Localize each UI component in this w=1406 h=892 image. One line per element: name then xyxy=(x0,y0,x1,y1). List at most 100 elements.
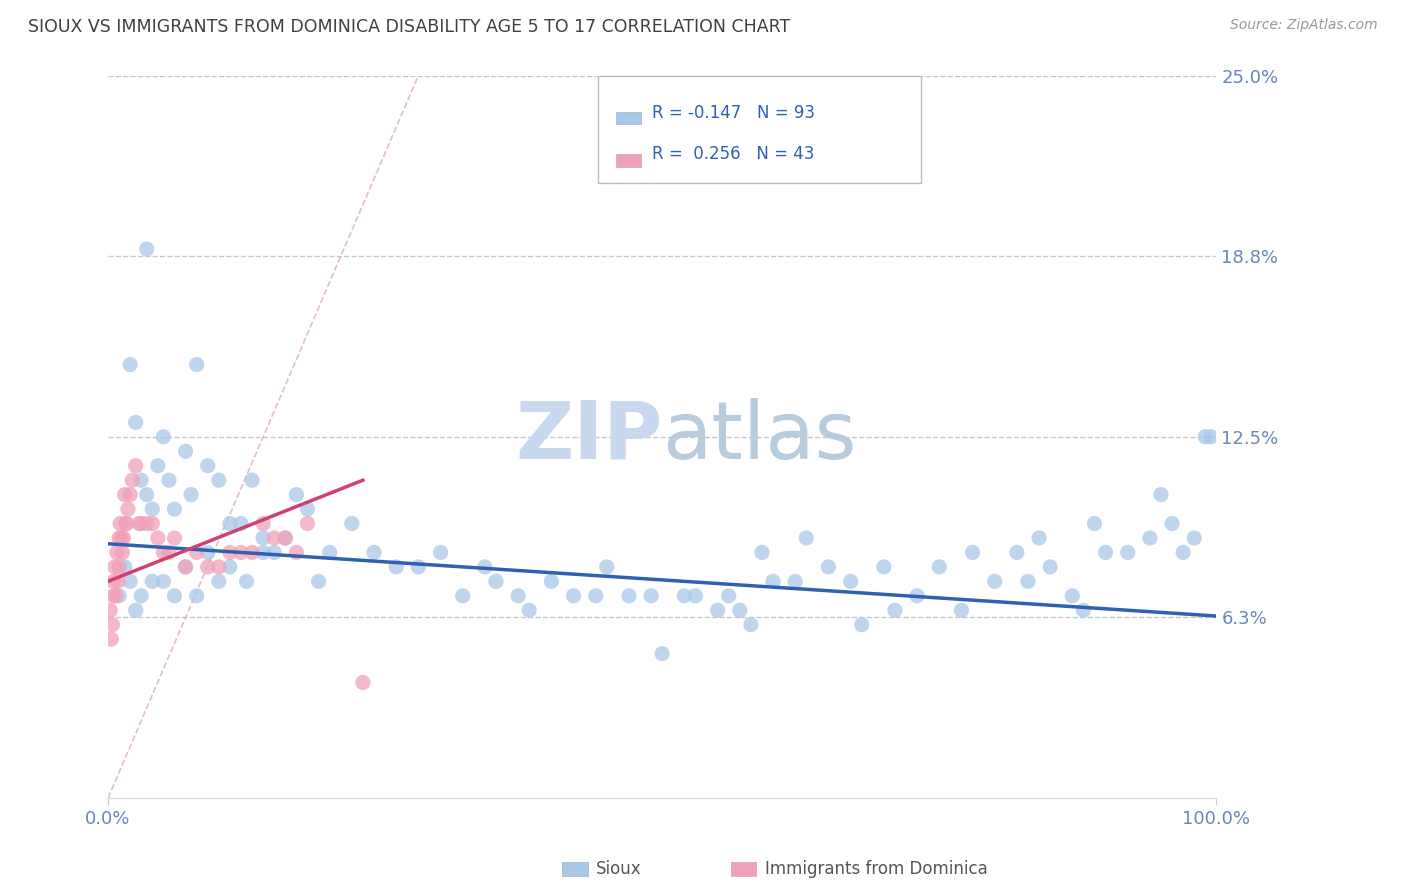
Point xyxy=(186,545,208,559)
Point xyxy=(928,560,950,574)
Text: R = -0.147   N = 93: R = -0.147 N = 93 xyxy=(652,103,815,121)
Point xyxy=(905,589,928,603)
Point xyxy=(103,589,125,603)
Point xyxy=(112,531,135,545)
Point xyxy=(125,603,148,617)
Point xyxy=(117,502,139,516)
Text: atlas: atlas xyxy=(662,398,856,475)
Point xyxy=(340,516,363,531)
Point xyxy=(1194,430,1216,444)
Point xyxy=(517,603,540,617)
Point xyxy=(229,516,252,531)
Point xyxy=(851,617,873,632)
Point xyxy=(120,358,142,372)
Point xyxy=(240,545,263,559)
Point xyxy=(1028,531,1050,545)
Point xyxy=(129,516,152,531)
Point xyxy=(110,531,132,545)
Point xyxy=(208,560,231,574)
Point xyxy=(429,545,451,559)
Text: R =  0.256   N = 43: R = 0.256 N = 43 xyxy=(652,145,814,163)
Point xyxy=(108,531,131,545)
Point xyxy=(1161,516,1184,531)
Point xyxy=(751,545,773,559)
Point xyxy=(673,589,696,603)
Point xyxy=(817,560,839,574)
Point xyxy=(1017,574,1039,589)
Point xyxy=(101,617,124,632)
Text: Source: ZipAtlas.com: Source: ZipAtlas.com xyxy=(1230,18,1378,32)
Point xyxy=(152,574,174,589)
Point xyxy=(157,473,180,487)
Point xyxy=(111,545,134,559)
Point xyxy=(585,589,607,603)
Point xyxy=(717,589,740,603)
Point xyxy=(451,589,474,603)
Point xyxy=(252,516,274,531)
Text: ZIP: ZIP xyxy=(515,398,662,475)
Point xyxy=(285,545,308,559)
Point xyxy=(1173,545,1195,559)
Point xyxy=(105,545,128,559)
Point xyxy=(103,574,125,589)
Point xyxy=(385,560,408,574)
Point xyxy=(297,516,319,531)
Point xyxy=(685,589,707,603)
Point xyxy=(762,574,785,589)
Point xyxy=(235,574,257,589)
Point xyxy=(285,488,308,502)
Point xyxy=(1094,545,1116,559)
Point xyxy=(115,516,138,531)
Point xyxy=(120,488,142,502)
Point xyxy=(219,545,242,559)
Point xyxy=(114,488,136,502)
Point xyxy=(100,632,122,647)
Point xyxy=(617,589,640,603)
Point xyxy=(174,560,197,574)
Point xyxy=(163,589,186,603)
Point xyxy=(263,531,285,545)
Point xyxy=(219,516,242,531)
Point xyxy=(1073,603,1095,617)
Point xyxy=(263,545,285,559)
Point xyxy=(728,603,751,617)
Point xyxy=(363,545,385,559)
Text: SIOUX VS IMMIGRANTS FROM DOMINICA DISABILITY AGE 5 TO 17 CORRELATION CHART: SIOUX VS IMMIGRANTS FROM DOMINICA DISABI… xyxy=(28,18,790,36)
Point xyxy=(163,502,186,516)
Point xyxy=(962,545,984,559)
Point xyxy=(651,647,673,661)
Point xyxy=(485,574,508,589)
Text: Sioux: Sioux xyxy=(596,860,641,878)
Point xyxy=(141,502,163,516)
Point xyxy=(135,488,157,502)
Point xyxy=(108,560,131,574)
Point xyxy=(408,560,430,574)
Point xyxy=(208,473,231,487)
Point xyxy=(114,560,136,574)
Point xyxy=(197,560,219,574)
Point xyxy=(125,458,148,473)
Point xyxy=(252,545,274,559)
Point xyxy=(950,603,973,617)
Text: Immigrants from Dominica: Immigrants from Dominica xyxy=(765,860,987,878)
Point xyxy=(1139,531,1161,545)
Point xyxy=(252,531,274,545)
Point xyxy=(180,488,202,502)
Point xyxy=(1116,545,1139,559)
Point xyxy=(128,516,150,531)
Point xyxy=(174,444,197,458)
Point xyxy=(186,358,208,372)
Point xyxy=(152,430,174,444)
Point xyxy=(1062,589,1084,603)
Point xyxy=(104,589,127,603)
Point xyxy=(146,458,169,473)
Point xyxy=(208,574,231,589)
Point xyxy=(107,574,129,589)
Point xyxy=(141,574,163,589)
Point xyxy=(125,416,148,430)
Point xyxy=(1083,516,1105,531)
Point xyxy=(219,560,242,574)
Point xyxy=(884,603,907,617)
Point xyxy=(274,531,297,545)
Point xyxy=(120,574,142,589)
